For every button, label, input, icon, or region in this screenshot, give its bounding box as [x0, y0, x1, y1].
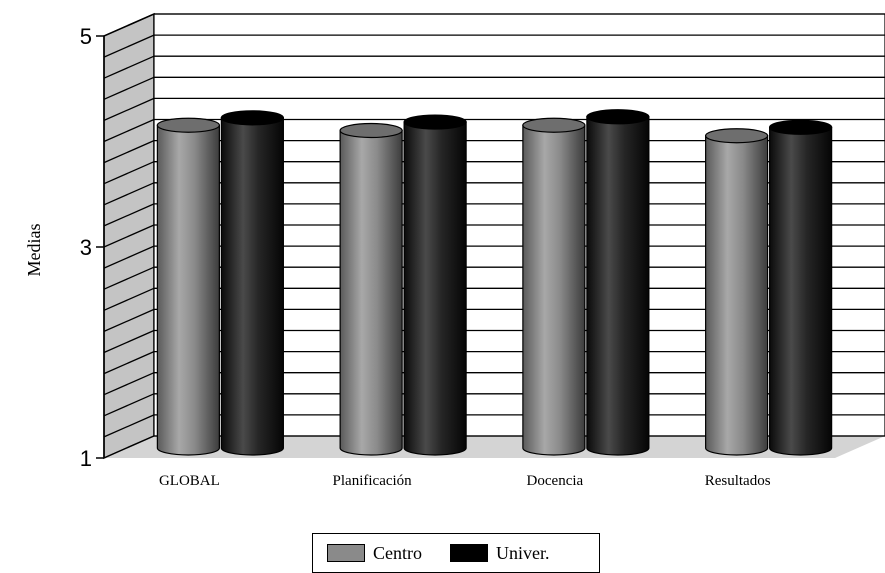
bar-body: [220, 117, 284, 456]
gridline-side: [103, 287, 155, 311]
gridline-side: [103, 372, 155, 396]
gridline-side: [103, 266, 155, 290]
gridline-side: [103, 224, 155, 248]
floor: [104, 436, 885, 458]
bar-univer-1: [403, 114, 467, 456]
legend-label-centro: Centro: [373, 542, 422, 563]
category-labels: GLOBAL Planificación Docencia Resultados: [159, 473, 771, 489]
gridline-side: [103, 161, 155, 185]
gridline-side: [103, 140, 155, 164]
bar-top: [522, 117, 586, 133]
legend: Centro Univer.: [312, 533, 600, 573]
category-label-2: Docencia: [527, 473, 584, 489]
bar-chart: 5 3 1 GLOBAL Planificación Docencia Resultado…: [24, 12, 885, 489]
gridline-side: [103, 76, 155, 100]
category-label-3: Resultados: [705, 473, 771, 489]
y-axis: 5 3 1: [80, 24, 105, 471]
legend-entry-centro: Centro: [327, 543, 422, 564]
legend-swatch-centro: [327, 544, 365, 562]
gridline-side: [103, 55, 155, 79]
bar-top: [705, 128, 769, 144]
bars: [156, 109, 833, 456]
legend-entry-univer: Univer.: [450, 543, 550, 564]
gridline-side: [103, 203, 155, 227]
gridline-side: [103, 182, 155, 206]
gridline-side: [103, 34, 155, 58]
bar-body: [705, 135, 769, 456]
gridline-side: [103, 245, 155, 269]
y-tick-label: 3: [80, 235, 92, 260]
bar-centro-0: [156, 117, 220, 456]
gridline-side: [103, 118, 155, 143]
bar-body: [522, 124, 586, 456]
bar-centro-3: [705, 128, 769, 456]
category-label-0: GLOBAL: [159, 473, 220, 489]
bar-top: [769, 119, 833, 135]
y-axis-label: Medias: [24, 224, 44, 277]
bar-body: [339, 129, 403, 456]
gridline-side: [103, 414, 155, 438]
category-label-1: Planificación: [333, 473, 413, 489]
gridline-side: [103, 308, 155, 332]
bar-univer-0: [220, 110, 284, 456]
bar-top: [220, 110, 284, 126]
legend-label-univer: Univer.: [496, 542, 550, 563]
bar-body: [156, 124, 220, 456]
bar-centro-1: [339, 122, 403, 456]
gridline-side: [103, 329, 155, 354]
bar-top: [156, 117, 220, 133]
gridline-side: [103, 97, 155, 121]
gridline-side: [103, 393, 155, 417]
bar-body: [586, 116, 650, 456]
gridline-side: [103, 435, 155, 459]
gridline-side: [103, 351, 155, 375]
legend-swatch-univer: [450, 544, 488, 562]
bar-body: [403, 121, 467, 456]
y-tick-label: 5: [80, 24, 92, 49]
bar-centro-2: [522, 117, 586, 456]
y-tick-label: 1: [80, 446, 92, 471]
bar-body: [769, 126, 833, 456]
bar-univer-3: [769, 119, 833, 456]
gridline-side: [103, 13, 155, 37]
bar-top: [586, 109, 650, 125]
bar-top: [339, 122, 403, 139]
bar-top: [403, 114, 467, 130]
bar-univer-2: [586, 109, 650, 456]
